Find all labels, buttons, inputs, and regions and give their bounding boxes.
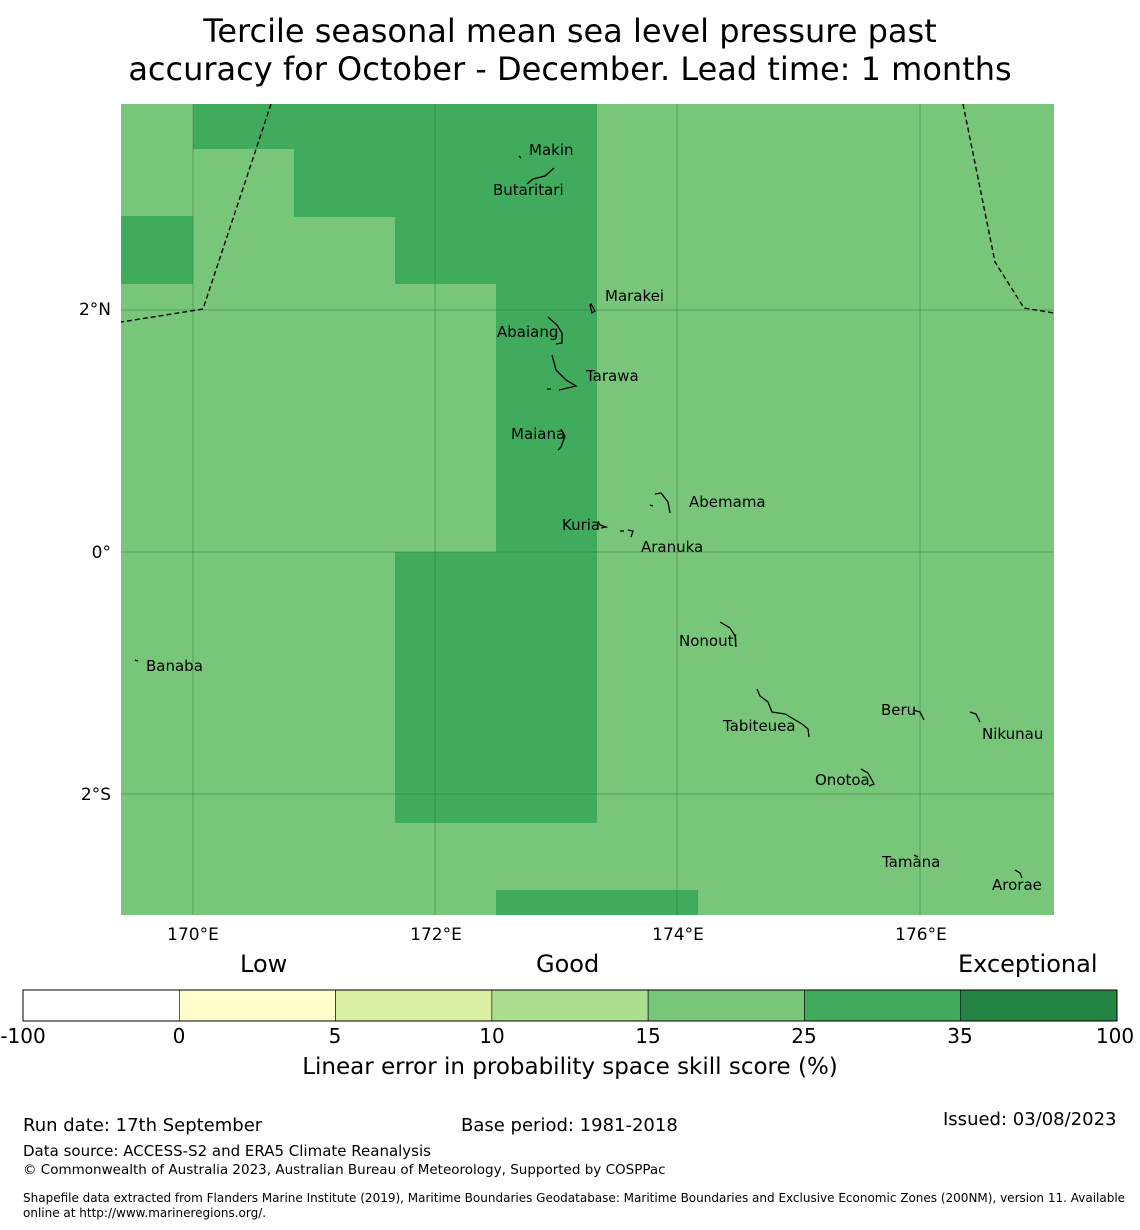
skill-cells-25-35 xyxy=(121,104,698,915)
colorbar-tick: 100 xyxy=(1095,1024,1135,1048)
copyright: © Commonwealth of Australia 2023, Austra… xyxy=(23,1162,666,1178)
issued-date: Issued: 03/08/2023 xyxy=(943,1109,1117,1130)
skill-cell xyxy=(395,216,597,284)
island-shape xyxy=(719,621,737,648)
island-label-beru: Beru xyxy=(881,701,916,719)
skill-cell xyxy=(395,552,597,823)
island-shape xyxy=(557,428,566,451)
colorbar-tick: 15 xyxy=(635,1024,661,1048)
colorbar-frame xyxy=(22,989,1118,1022)
base-period: Base period: 1981-2018 xyxy=(461,1115,678,1136)
category-exceptional: Exceptional xyxy=(958,950,1098,978)
shapefile-credit-line-2: online at http://www.marineregions.org/. xyxy=(23,1206,267,1220)
skill-cell xyxy=(496,890,698,915)
axis-labels: 170°E 172°E 174°E 176°E 2°N 0° 2°S xyxy=(79,300,947,945)
category-low: Low xyxy=(240,950,288,978)
island-shape xyxy=(589,302,596,315)
island-label-kuria: Kuria xyxy=(562,516,600,534)
colorbar xyxy=(22,989,1118,1022)
island-shape xyxy=(913,854,919,858)
colorbar-tick: 10 xyxy=(479,1024,505,1048)
island-label-abaiang: Abaiang xyxy=(497,323,558,341)
island-shape xyxy=(969,711,981,723)
lat-label-2n: 2°N xyxy=(79,300,111,320)
chart-title: Tercile seasonal mean sea level pressure… xyxy=(0,12,1140,88)
island-shape xyxy=(860,768,875,787)
island-shape xyxy=(547,354,578,391)
colorbar-segment xyxy=(335,989,493,1022)
island-shape xyxy=(1014,869,1023,879)
island-shape xyxy=(134,659,139,662)
island-labels: Makin Butaritari Marakei Abaiang Tarawa … xyxy=(146,141,1043,894)
colorbar-tick: 25 xyxy=(791,1024,817,1048)
island-outlines xyxy=(134,155,1023,879)
colorbar-segment xyxy=(647,989,805,1022)
lon-label-170e: 170°E xyxy=(167,925,219,945)
gridlines xyxy=(121,104,1054,915)
skill-cell xyxy=(496,283,597,553)
skill-cell xyxy=(294,148,597,217)
colorbar-label: Linear error in probability space skill … xyxy=(302,1054,838,1080)
island-label-tamana: Tamana xyxy=(881,853,940,871)
island-shape xyxy=(620,529,634,538)
island-label-maiana: Maiana xyxy=(511,425,565,443)
colorbar-tick: -100 xyxy=(0,1024,46,1048)
lat-label-0: 0° xyxy=(92,543,111,563)
colorbar-tick: 35 xyxy=(947,1024,973,1048)
island-shape xyxy=(756,688,810,738)
lat-label-2s: 2°S xyxy=(81,785,111,805)
island-shape xyxy=(912,709,925,721)
colorbar-segment xyxy=(804,989,962,1022)
island-label-abemama: Abemama xyxy=(689,493,766,511)
colorbar-segment xyxy=(22,989,180,1022)
island-label-nikunau: Nikunau xyxy=(982,725,1043,743)
island-shape xyxy=(526,167,555,185)
colorbar-segment xyxy=(178,989,336,1022)
lon-label-172e: 172°E xyxy=(410,925,462,945)
island-shape xyxy=(597,520,609,529)
island-label-marakei: Marakei xyxy=(605,287,664,305)
category-good: Good xyxy=(536,950,600,978)
island-label-tarawa: Tarawa xyxy=(585,367,639,385)
island-label-arorae: Arorae xyxy=(992,876,1042,894)
island-label-makin: Makin xyxy=(529,141,574,159)
data-source: Data source: ACCESS-S2 and ERA5 Climate … xyxy=(23,1142,431,1160)
island-label-tabiteuea: Tabiteuea xyxy=(722,717,796,735)
skill-cell xyxy=(193,104,597,149)
colorbar-tick: 0 xyxy=(172,1024,186,1048)
lon-label-176e: 176°E xyxy=(895,925,947,945)
skill-cell xyxy=(121,216,193,284)
run-date: Run date: 17th September xyxy=(23,1115,263,1136)
island-shape xyxy=(518,155,522,159)
shapefile-credit-line-1: Shapefile data extracted from Flanders M… xyxy=(23,1191,1126,1205)
island-label-onotoa: Onotoa xyxy=(815,771,870,789)
island-shape xyxy=(649,492,671,514)
island-label-banaba: Banaba xyxy=(146,657,203,675)
island-label-aranuka: Aranuka xyxy=(641,538,703,556)
colorbar-segment xyxy=(491,989,649,1022)
island-label-nonouti: Nonouti xyxy=(679,632,738,650)
eez-boundaries xyxy=(120,103,1055,323)
island-label-butaritari: Butaritari xyxy=(493,181,564,199)
island-shape xyxy=(547,316,563,345)
colorbar-tick: 5 xyxy=(328,1024,342,1048)
title-line-2: accuracy for October - December. Lead ti… xyxy=(128,50,1012,88)
colorbar-segment xyxy=(960,989,1118,1022)
lon-label-174e: 174°E xyxy=(652,925,704,945)
eez-boundary-east xyxy=(962,103,1055,314)
title-line-1: Tercile seasonal mean sea level pressure… xyxy=(203,12,937,50)
